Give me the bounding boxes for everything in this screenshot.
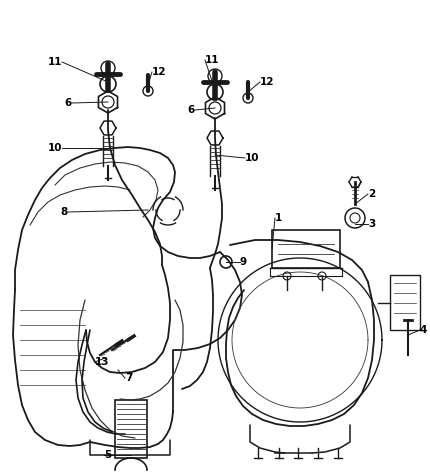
Circle shape bbox=[209, 102, 221, 114]
Circle shape bbox=[344, 208, 364, 228]
Text: 11: 11 bbox=[205, 55, 219, 65]
Text: 7: 7 bbox=[125, 373, 132, 383]
Text: 4: 4 bbox=[419, 325, 427, 335]
Circle shape bbox=[283, 272, 290, 280]
Text: 12: 12 bbox=[259, 77, 274, 87]
Circle shape bbox=[102, 96, 114, 108]
Circle shape bbox=[206, 84, 222, 100]
Text: 10: 10 bbox=[47, 143, 62, 153]
Circle shape bbox=[208, 69, 221, 83]
Bar bbox=[389, 275, 419, 330]
Text: 9: 9 bbox=[240, 257, 246, 267]
Text: 11: 11 bbox=[47, 57, 62, 67]
Circle shape bbox=[100, 76, 116, 92]
Circle shape bbox=[317, 272, 325, 280]
Circle shape bbox=[243, 93, 252, 103]
Text: 1: 1 bbox=[274, 213, 282, 223]
Text: 12: 12 bbox=[152, 67, 166, 77]
Bar bbox=[115, 400, 147, 458]
Text: 8: 8 bbox=[61, 207, 68, 217]
Text: 2: 2 bbox=[367, 189, 375, 199]
Bar bbox=[271, 230, 339, 268]
Text: 10: 10 bbox=[244, 153, 259, 163]
Text: 3: 3 bbox=[367, 219, 375, 229]
Text: 5: 5 bbox=[104, 450, 111, 460]
Circle shape bbox=[143, 86, 153, 96]
Text: 13: 13 bbox=[95, 357, 109, 367]
Circle shape bbox=[349, 213, 359, 223]
Text: 6: 6 bbox=[187, 105, 194, 115]
Circle shape bbox=[101, 61, 115, 75]
Circle shape bbox=[219, 256, 231, 268]
Text: 6: 6 bbox=[64, 98, 72, 108]
